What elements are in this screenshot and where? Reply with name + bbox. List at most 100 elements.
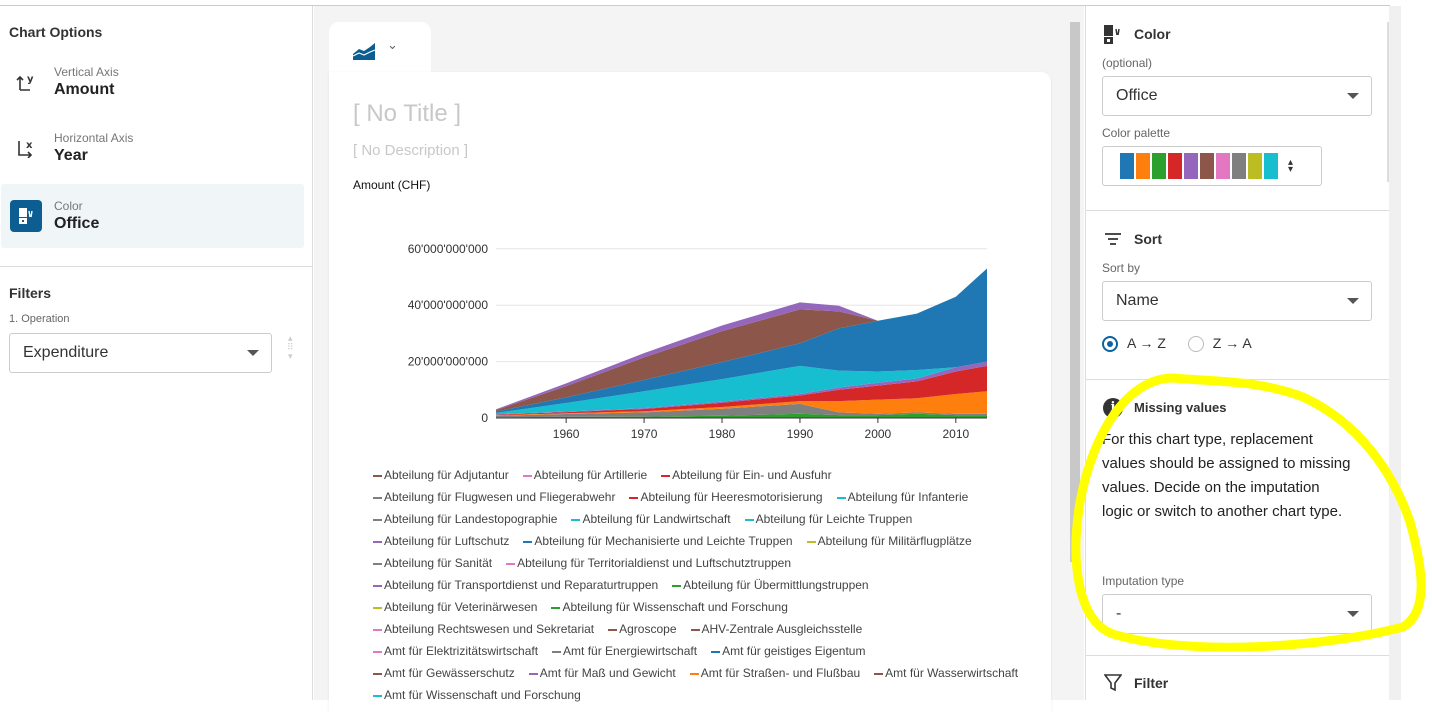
legend-marker [744, 518, 754, 521]
chart-title[interactable]: [ No Title ] [353, 100, 462, 127]
right-scrollbar-thumb[interactable] [1387, 22, 1389, 182]
sort-select[interactable]: Name [1102, 281, 1372, 321]
legend-marker [608, 628, 618, 631]
area-series [496, 391, 987, 416]
option-value: Amount [54, 81, 115, 98]
legend-marker [551, 606, 561, 609]
option-horizontal-axis[interactable]: x Horizontal Axis Year [1, 116, 304, 180]
legend-marker [690, 628, 700, 631]
legend-marker [373, 606, 382, 609]
right-scrollbar[interactable] [1389, 6, 1401, 700]
legend-label: Abteilung für Veterinärwesen [384, 600, 538, 614]
divider [1086, 655, 1389, 656]
x-tick-label: 1990 [787, 427, 814, 441]
radio-desc-label: Z → A [1212, 335, 1252, 351]
legend-item[interactable]: Abteilung für Landwirtschaft [571, 508, 731, 530]
legend-item[interactable]: Amt für Straßen- und Flußbau [689, 662, 861, 684]
legend-marker [373, 540, 382, 543]
legend-item[interactable]: Abteilung für Luftschutz [373, 530, 509, 552]
legend-item[interactable]: Abteilung für Ein- und Ausfuhr [661, 464, 832, 486]
legend-label: Amt für Wasserwirtschaft [885, 666, 1019, 680]
legend-item[interactable]: Abteilung für Wissenschaft und Forschung [551, 596, 788, 618]
legend-label: Abteilung für Luftschutz [384, 534, 510, 548]
legend-item[interactable]: Abteilung für Transportdienst und Repara… [373, 574, 658, 596]
optional-label: (optional) [1102, 56, 1153, 70]
y-tick-label: 60'000'000'000 [408, 242, 489, 256]
legend-marker [522, 474, 532, 477]
y-axis-icon: y [10, 66, 42, 98]
legend-item[interactable]: Abteilung für Artillerie [522, 464, 647, 486]
operation-select[interactable]: Expenditure [9, 333, 272, 373]
legend-label: Agroscope [619, 622, 677, 636]
legend-item[interactable]: Abteilung Rechtswesen und Sekretariat [373, 618, 594, 640]
x-tick-label: 1970 [631, 427, 658, 441]
filter-label: 1. Operation [9, 313, 70, 325]
legend-label: Amt für Straßen- und Flußbau [700, 666, 861, 680]
legend-item[interactable]: Abteilung für Flugwesen und Fliegerabweh… [373, 486, 615, 508]
legend-item[interactable]: Abteilung für Leichte Truppen [744, 508, 913, 530]
radio-asc[interactable]: A → Z [1102, 335, 1166, 353]
option-vertical-axis[interactable]: y Vertical Axis Amount [1, 50, 304, 114]
palette-swatch [1216, 153, 1230, 179]
legend-label: Abteilung für Transportdienst und Repara… [384, 578, 659, 592]
color-select[interactable]: Office [1102, 76, 1372, 116]
option-color[interactable]: Color Office [1, 184, 304, 248]
legend-item[interactable]: AHV-Zentrale Ausgleichsstelle [690, 618, 862, 640]
legend-item[interactable]: Abteilung für Landestopographie [373, 508, 557, 530]
legend-item[interactable]: Abteilung für Veterinärwesen [373, 596, 537, 618]
updown-icon: ▴ ▾ [1288, 157, 1294, 175]
legend-label: Abteilung für Mechanisierte und Leichte … [534, 534, 793, 548]
legend-label: Amt für Maß und Gewicht [539, 666, 676, 680]
legend-label: Abteilung für Leichte Truppen [755, 512, 913, 526]
legend-marker [373, 562, 382, 565]
x-tick-label: 2000 [865, 427, 892, 441]
legend-label: Abteilung für Ein- und Ausfuhr [672, 468, 832, 482]
legend-item[interactable]: Amt für geistiges Eigentum [711, 640, 865, 662]
legend-item[interactable]: Abteilung für Sanität [373, 552, 492, 574]
area-series [496, 268, 987, 413]
legend-item[interactable]: Abteilung für Adjutantur [373, 464, 509, 486]
legend-marker [571, 518, 581, 521]
legend-item[interactable]: Abteilung für Territorialdienst und Luft… [506, 552, 791, 574]
scrollbar[interactable] [1070, 22, 1080, 562]
legend-label: Abteilung für Sanität [384, 556, 493, 570]
option-value: Office [54, 215, 100, 232]
legend-item[interactable]: Amt für Gewässerschutz [373, 662, 515, 684]
radio-desc[interactable]: Z → A [1187, 335, 1252, 353]
imputation-value: - [1116, 605, 1122, 622]
sort-icon [1105, 233, 1121, 245]
option-label: Vertical Axis [54, 65, 119, 79]
legend-label: Abteilung für Landestopographie [384, 512, 558, 526]
legend-item[interactable]: Abteilung für Heeresmotorisierung [629, 486, 823, 508]
legend-item[interactable]: Amt für Energiewirtschaft [552, 640, 697, 662]
legend-item[interactable]: Amt für Elektrizitätswirtschaft [373, 640, 538, 662]
x-tick-label: 2010 [942, 427, 969, 441]
imputation-select[interactable]: - [1102, 594, 1372, 634]
color-title: Color [1134, 26, 1171, 42]
missing-values-text: For this chart type, replacement values … [1102, 431, 1351, 520]
chevron-down-icon: ⌄ [387, 37, 398, 52]
legend-item[interactable]: Amt für Maß und Gewicht [528, 662, 676, 684]
legend-item[interactable]: Abteilung für Übermittlungstruppen [672, 574, 869, 596]
filters-title: Filters [9, 285, 52, 301]
legend-marker [629, 496, 639, 499]
legend-item[interactable]: Amt für Wasserwirtschaft [874, 662, 1018, 684]
legend-item[interactable]: Amt für Wissenschaft und Forschung [373, 684, 581, 706]
option-label: Horizontal Axis [54, 131, 134, 145]
palette-swatch [1168, 153, 1182, 179]
legend-marker [689, 672, 699, 675]
legend-item[interactable]: Abteilung für Mechanisierte und Leichte … [523, 530, 793, 552]
info-icon: i [1103, 398, 1123, 418]
legend-marker [373, 694, 382, 697]
palette-select[interactable]: ▴ ▾ [1102, 146, 1322, 186]
drag-handle-icon[interactable]: ▴ ⠿ ▾ [287, 333, 294, 361]
legend-label: Amt für Wissenschaft und Forschung [384, 688, 581, 702]
legend-item[interactable]: Abteilung für Militärflugplätze [806, 530, 972, 552]
legend-label: Abteilung für Militärflugplätze [817, 534, 972, 548]
legend-marker [711, 650, 721, 653]
legend-item[interactable]: Abteilung für Infanterie [836, 486, 968, 508]
legend-item[interactable]: Agroscope [608, 618, 677, 640]
chart-description[interactable]: [ No Description ] [353, 142, 469, 159]
divider [0, 266, 313, 267]
palette-swatch [1248, 153, 1262, 179]
